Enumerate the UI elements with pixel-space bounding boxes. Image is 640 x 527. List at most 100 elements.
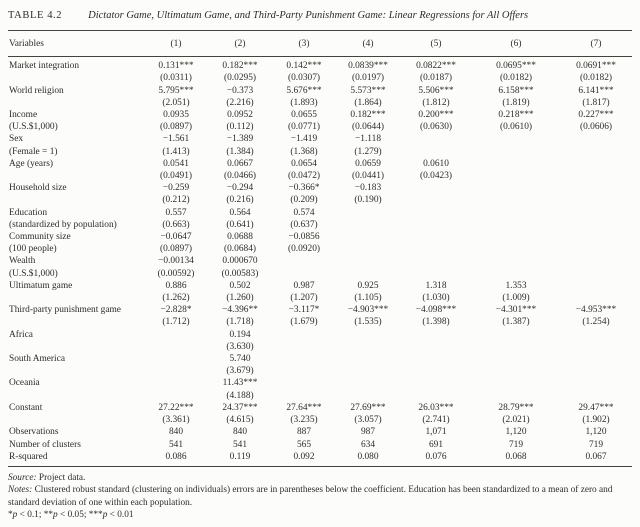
- stat-cell: 541: [168, 439, 184, 450]
- coef-cell: 0.0688: [227, 232, 253, 243]
- coef-cell: 0.886: [165, 280, 187, 291]
- se-cell: (0.0897): [159, 244, 193, 255]
- coef-cell: 0.987: [293, 280, 315, 291]
- coef-cell: 5.676***: [286, 85, 322, 96]
- se-cell: (1.398): [422, 317, 450, 328]
- coef-cell: −4.396**: [222, 305, 258, 316]
- table-row-coef: Market integration 0.131*** 0.182*** 0.142*…: [8, 60, 632, 72]
- se-cell: (0.212): [162, 195, 190, 206]
- se-cell: (3.679): [226, 366, 254, 377]
- significance-part: < 0.05; ***: [57, 510, 103, 521]
- column-header-variables: Variables: [9, 39, 44, 49]
- significance-part: p: [53, 510, 58, 521]
- se-cell: (0.663): [162, 219, 190, 230]
- se-cell: (4.188): [226, 390, 254, 401]
- table-row-coef: Sex −1.561 −1.389 −1.419 −1.118: [8, 133, 632, 145]
- column-header-1: (1): [170, 39, 182, 49]
- row-sublabel: (U.S.$1,000): [9, 122, 58, 133]
- coef-cell: 0.0839***: [348, 61, 388, 72]
- se-cell: (2.021): [502, 415, 530, 426]
- table-row-coef: Wealth −0.00134 0.000670: [8, 255, 632, 267]
- stat-cell: 1,071: [425, 427, 447, 438]
- coef-cell: −4.903***: [347, 305, 389, 316]
- table-number: TABLE 4.2: [8, 10, 63, 21]
- row-sublabel: (U.S.$1,000): [9, 268, 58, 279]
- coef-cell: −0.294: [226, 183, 254, 194]
- stat-cell: 0.076: [425, 451, 447, 462]
- se-cell: (0.00583): [221, 268, 259, 279]
- stat-label: Observations: [9, 427, 59, 438]
- table-row-coef: Third-party punishment game −2.828* −4.396…: [8, 304, 632, 316]
- se-cell: (1.384): [226, 146, 254, 157]
- coef-cell: −0.183: [354, 183, 382, 194]
- se-cell: (3.235): [290, 415, 318, 426]
- coef-cell: 0.0610: [423, 158, 449, 169]
- se-cell: (0.0441): [351, 171, 385, 182]
- se-cell: (0.0187): [419, 73, 453, 84]
- se-cell: (0.00592): [157, 268, 195, 279]
- se-cell: (1.279): [354, 146, 382, 157]
- coef-cell: 6.141***: [578, 85, 614, 96]
- se-cell: (1.009): [502, 293, 530, 304]
- row-label: Wealth: [9, 256, 36, 267]
- stat-cell: 840: [168, 427, 184, 438]
- se-cell: (1.718): [226, 317, 254, 328]
- se-cell: (0.0897): [159, 122, 193, 133]
- se-cell: (0.0920): [287, 244, 321, 255]
- stat-cell: 0.119: [229, 451, 251, 462]
- coef-cell: 0.0654: [291, 158, 317, 169]
- table-title: TABLE 4.2 Dictator Game, Ultimatum Game, …: [8, 10, 632, 21]
- coef-cell: 0.000670: [222, 256, 258, 267]
- table-row-coef: Constant 27.22*** 24.37*** 27.64*** 27.69***…: [8, 402, 632, 414]
- se-cell: (2.216): [226, 97, 254, 108]
- stat-cell: 565: [296, 439, 312, 450]
- table-row-coef: Ultimatum game 0.886 0.502 0.987 0.925 1.318 1…: [8, 280, 632, 292]
- se-cell: (1.819): [502, 97, 530, 108]
- coef-cell: 0.564: [229, 207, 251, 218]
- se-cell: (1.679): [290, 317, 318, 328]
- significance-note: *p < 0.1; **p < 0.05; ***p < 0.01: [8, 509, 632, 521]
- stat-cell: 719: [508, 439, 524, 450]
- stat-cell: 541: [232, 439, 248, 450]
- table-row-coef: Education 0.557 0.564 0.574: [8, 207, 632, 219]
- se-cell: (1.105): [354, 293, 382, 304]
- row-label: Sex: [9, 134, 24, 145]
- se-cell: (0.0307): [287, 73, 321, 84]
- table-row-coef: Oceania 11.43***: [8, 377, 632, 389]
- table-row-coef: Africa 0.194: [8, 329, 632, 341]
- se-cell: (2.741): [422, 415, 450, 426]
- row-label: Ultimatum game: [9, 280, 73, 291]
- row-label: South America: [9, 354, 65, 365]
- row-label: Income: [9, 110, 38, 121]
- table-row-se: (1.712) (1.718) (1.679) (1.535) (1.398) (1.38…: [8, 316, 632, 328]
- coef-cell: −4.098***: [415, 305, 457, 316]
- coef-cell: 5.506***: [418, 85, 454, 96]
- stat-label: Number of clusters: [9, 439, 81, 450]
- se-cell: (0.0197): [351, 73, 385, 84]
- stat-cell: 634: [360, 439, 376, 450]
- coef-cell: −0.373: [226, 85, 254, 96]
- source-text: Project data.: [38, 472, 86, 483]
- se-cell: (1.712): [162, 317, 190, 328]
- coef-cell: 5.795***: [158, 85, 194, 96]
- se-cell: (1.260): [226, 293, 254, 304]
- row-label: World religion: [9, 85, 64, 96]
- table-row-coef: Community size −0.0647 0.0688 −0.0856: [8, 231, 632, 243]
- se-cell: (0.0295): [223, 73, 257, 84]
- coef-cell: 5.573***: [350, 85, 386, 96]
- se-cell: (1.387): [502, 317, 530, 328]
- coef-cell: −1.389: [226, 134, 254, 145]
- se-cell: (0.112): [226, 122, 254, 133]
- coef-cell: −0.259: [162, 183, 190, 194]
- column-header-7: (7): [590, 39, 602, 49]
- se-cell: (1.413): [162, 146, 190, 157]
- coef-cell: 0.502: [229, 280, 251, 291]
- significance-part: p: [12, 510, 18, 521]
- se-cell: (1.207): [290, 293, 318, 304]
- table-row-coef: Income 0.0935 0.0952 0.0655 0.182*** 0.200***…: [8, 109, 632, 121]
- se-cell: (0.0423): [419, 171, 453, 182]
- stat-cell: 0.092: [293, 451, 315, 462]
- table-row-se: (Female = 1) (1.413) (1.384) (1.368) (1.279): [8, 146, 632, 158]
- table-row-se: (standardized by population) (0.663) (0.64…: [8, 219, 632, 231]
